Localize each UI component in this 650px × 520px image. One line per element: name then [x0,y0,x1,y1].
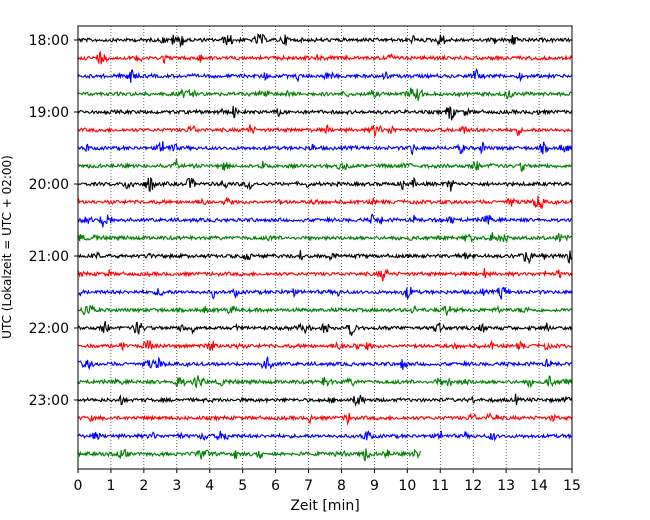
x-tick-label: 8 [337,478,346,494]
trace-2145 [77,304,573,316]
x-tick-label: 0 [74,478,83,494]
trace-2100 [77,250,573,265]
x-tick-label: 11 [431,478,449,494]
x-grid [110,26,540,469]
trace-2030 [77,213,573,228]
trace-2315 [77,412,573,426]
trace-1815 [77,50,573,65]
trace-2300 [77,393,573,407]
x-tick-label: 1 [106,478,115,494]
x-tick-label: 4 [205,478,214,494]
trace-2215 [77,339,573,352]
trace-2200 [77,321,573,336]
trace-2115 [77,267,573,282]
x-tick-label: 6 [271,478,280,494]
trace-2245 [77,375,573,389]
plot-frame [77,25,573,470]
trace-1900 [77,105,573,121]
trace-1915 [77,124,572,137]
y-tick-label: 21:00 [29,249,69,265]
plot-area [78,26,572,469]
x-tick-label: 12 [464,478,482,494]
x-tick-label: 3 [172,478,181,494]
y-tick-label: 18:00 [29,33,69,49]
trace-1830 [77,68,573,83]
trace-2000 [77,176,572,193]
trace-2045 [77,232,572,243]
trace-2130 [77,286,573,300]
trace-1800 [77,33,572,48]
y-tick-label: 22:00 [29,321,69,337]
x-tick-label: 2 [139,478,148,494]
x-axis-ticks: 0 1 2 3 4 5 6 7 8 9 10 11 12 13 14 15 [74,469,581,494]
y-tick-label: 19:00 [29,105,69,121]
x-tick-label: 15 [563,478,581,494]
y-axis-label: UTC (Lokalzeit = UTC + 02:00) [0,155,14,339]
traces [77,33,573,462]
trace-1930 [78,141,573,156]
trace-2015 [77,195,573,209]
x-tick-label: 14 [530,478,548,494]
trace-1945 [77,158,572,173]
y-tick-label: 23:00 [29,393,69,409]
trace-2345 [77,448,421,462]
x-tick-label: 9 [370,478,379,494]
trace-1845 [77,87,572,101]
x-tick-label: 5 [238,478,247,494]
trace-2230 [77,356,573,371]
y-axis-ticks: 18:00 19:00 20:00 21:00 22:00 23:00 [29,33,78,409]
trace-2330 [77,429,572,442]
x-axis-label: Zeit [min] [290,498,359,514]
y-tick-label: 20:00 [29,177,69,193]
x-tick-label: 7 [304,478,313,494]
x-tick-label: 13 [497,478,515,494]
x-tick-label: 10 [398,478,416,494]
